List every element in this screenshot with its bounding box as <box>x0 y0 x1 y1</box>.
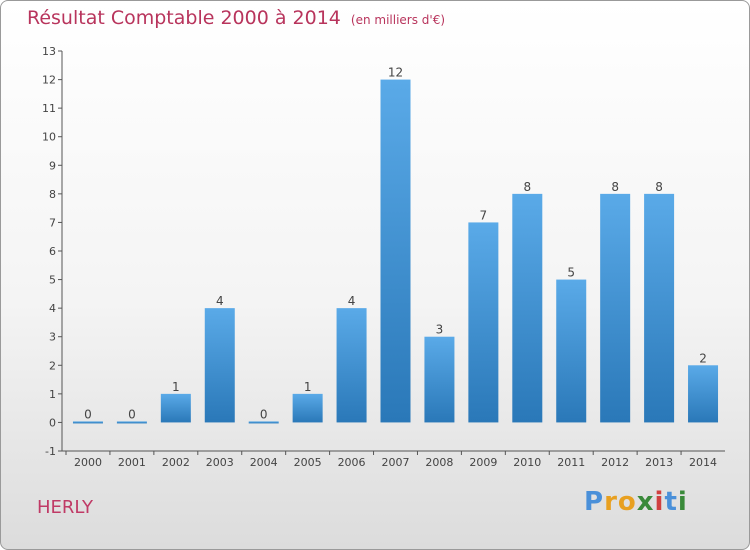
x-tick-label-2009: 2009 <box>469 456 497 469</box>
x-tick-label-2006: 2006 <box>338 456 366 469</box>
x-tick-label-2008: 2008 <box>425 456 453 469</box>
data-label-2003: 4 <box>216 294 224 308</box>
x-tick-label-2000: 2000 <box>74 456 102 469</box>
y-tick-label: 8 <box>49 188 56 201</box>
data-label-2005: 1 <box>304 380 312 394</box>
x-tick-label-2007: 2007 <box>382 456 410 469</box>
data-label-2013: 8 <box>655 180 663 194</box>
bar-2004 <box>248 421 279 424</box>
x-tick-label-2002: 2002 <box>162 456 190 469</box>
data-label-2014: 2 <box>699 351 707 365</box>
bar-2007 <box>380 79 411 423</box>
logo-letter: i <box>654 487 665 517</box>
bar-2001 <box>116 421 147 424</box>
x-tick-label-2003: 2003 <box>206 456 234 469</box>
y-tick-label: 2 <box>49 359 56 372</box>
x-tick-label-2013: 2013 <box>645 456 673 469</box>
data-label-2006: 4 <box>348 294 356 308</box>
data-label-2004: 0 <box>260 407 268 421</box>
chart-bars: 0 0 1 4 0 1 4 12 3 7 8 5 8 8 2 <box>72 66 719 424</box>
commune-name: HERLY <box>37 497 94 518</box>
x-tick-label-2001: 2001 <box>118 456 146 469</box>
data-label-2001: 0 <box>128 407 136 421</box>
x-tick-label-2010: 2010 <box>513 456 541 469</box>
bar-2008 <box>424 336 455 423</box>
logo-letter: o <box>617 487 637 517</box>
bar-2014 <box>688 365 719 423</box>
y-tick-label: 7 <box>49 216 56 229</box>
y-tick-label: 11 <box>42 102 56 115</box>
bar-2006 <box>336 308 367 423</box>
y-tick-label: 5 <box>49 274 56 287</box>
bar-2009 <box>468 222 499 423</box>
logo-letter: x <box>636 487 655 517</box>
y-tick-label: 0 <box>49 416 56 429</box>
data-label-2010: 8 <box>523 180 531 194</box>
chart-subtitle: (en milliers d'€) <box>350 13 446 27</box>
y-tick-label: 4 <box>49 302 56 315</box>
data-label-2012: 8 <box>611 180 619 194</box>
x-tick-label-2005: 2005 <box>294 456 322 469</box>
y-tick-label: 6 <box>49 245 56 258</box>
bar-2000 <box>72 421 103 424</box>
x-tick-label-2014: 2014 <box>689 456 717 469</box>
logo-letter: r <box>604 487 618 517</box>
data-label-2009: 7 <box>480 208 488 222</box>
bar-2013 <box>644 193 675 423</box>
data-label-2002: 1 <box>172 380 180 394</box>
y-tick-label: 12 <box>42 74 56 87</box>
logo-letter: i <box>677 487 688 517</box>
y-tick-label: 3 <box>49 331 56 344</box>
data-label-2000: 0 <box>84 407 92 421</box>
data-label-2007: 12 <box>388 66 403 80</box>
bar-2003 <box>204 308 235 423</box>
logo-letter: P <box>584 487 605 517</box>
logo-letter: t <box>664 487 678 517</box>
x-tick-label-2011: 2011 <box>557 456 585 469</box>
y-tick-label: 9 <box>49 159 56 172</box>
bar-2011 <box>556 279 587 423</box>
y-tick-label: 13 <box>42 45 56 58</box>
chart-title-text: Résultat Comptable 2000 à 2014 <box>27 7 341 29</box>
data-label-2011: 5 <box>567 266 575 280</box>
y-tick-label: -1 <box>45 445 56 458</box>
y-tick-label: 1 <box>49 388 56 401</box>
bar-2002 <box>160 393 191 423</box>
y-tick-label: 10 <box>42 131 56 144</box>
bar-2005 <box>292 393 323 423</box>
data-label-2008: 3 <box>436 323 444 337</box>
bar-2010 <box>512 193 543 423</box>
chart-title: Résultat Comptable 2000 à 2014 (en millie… <box>27 7 445 29</box>
bar-2012 <box>600 193 631 423</box>
proxiti-logo: Proxiti <box>584 487 688 517</box>
x-tick-label-2012: 2012 <box>601 456 629 469</box>
x-tick-label-2004: 2004 <box>250 456 278 469</box>
